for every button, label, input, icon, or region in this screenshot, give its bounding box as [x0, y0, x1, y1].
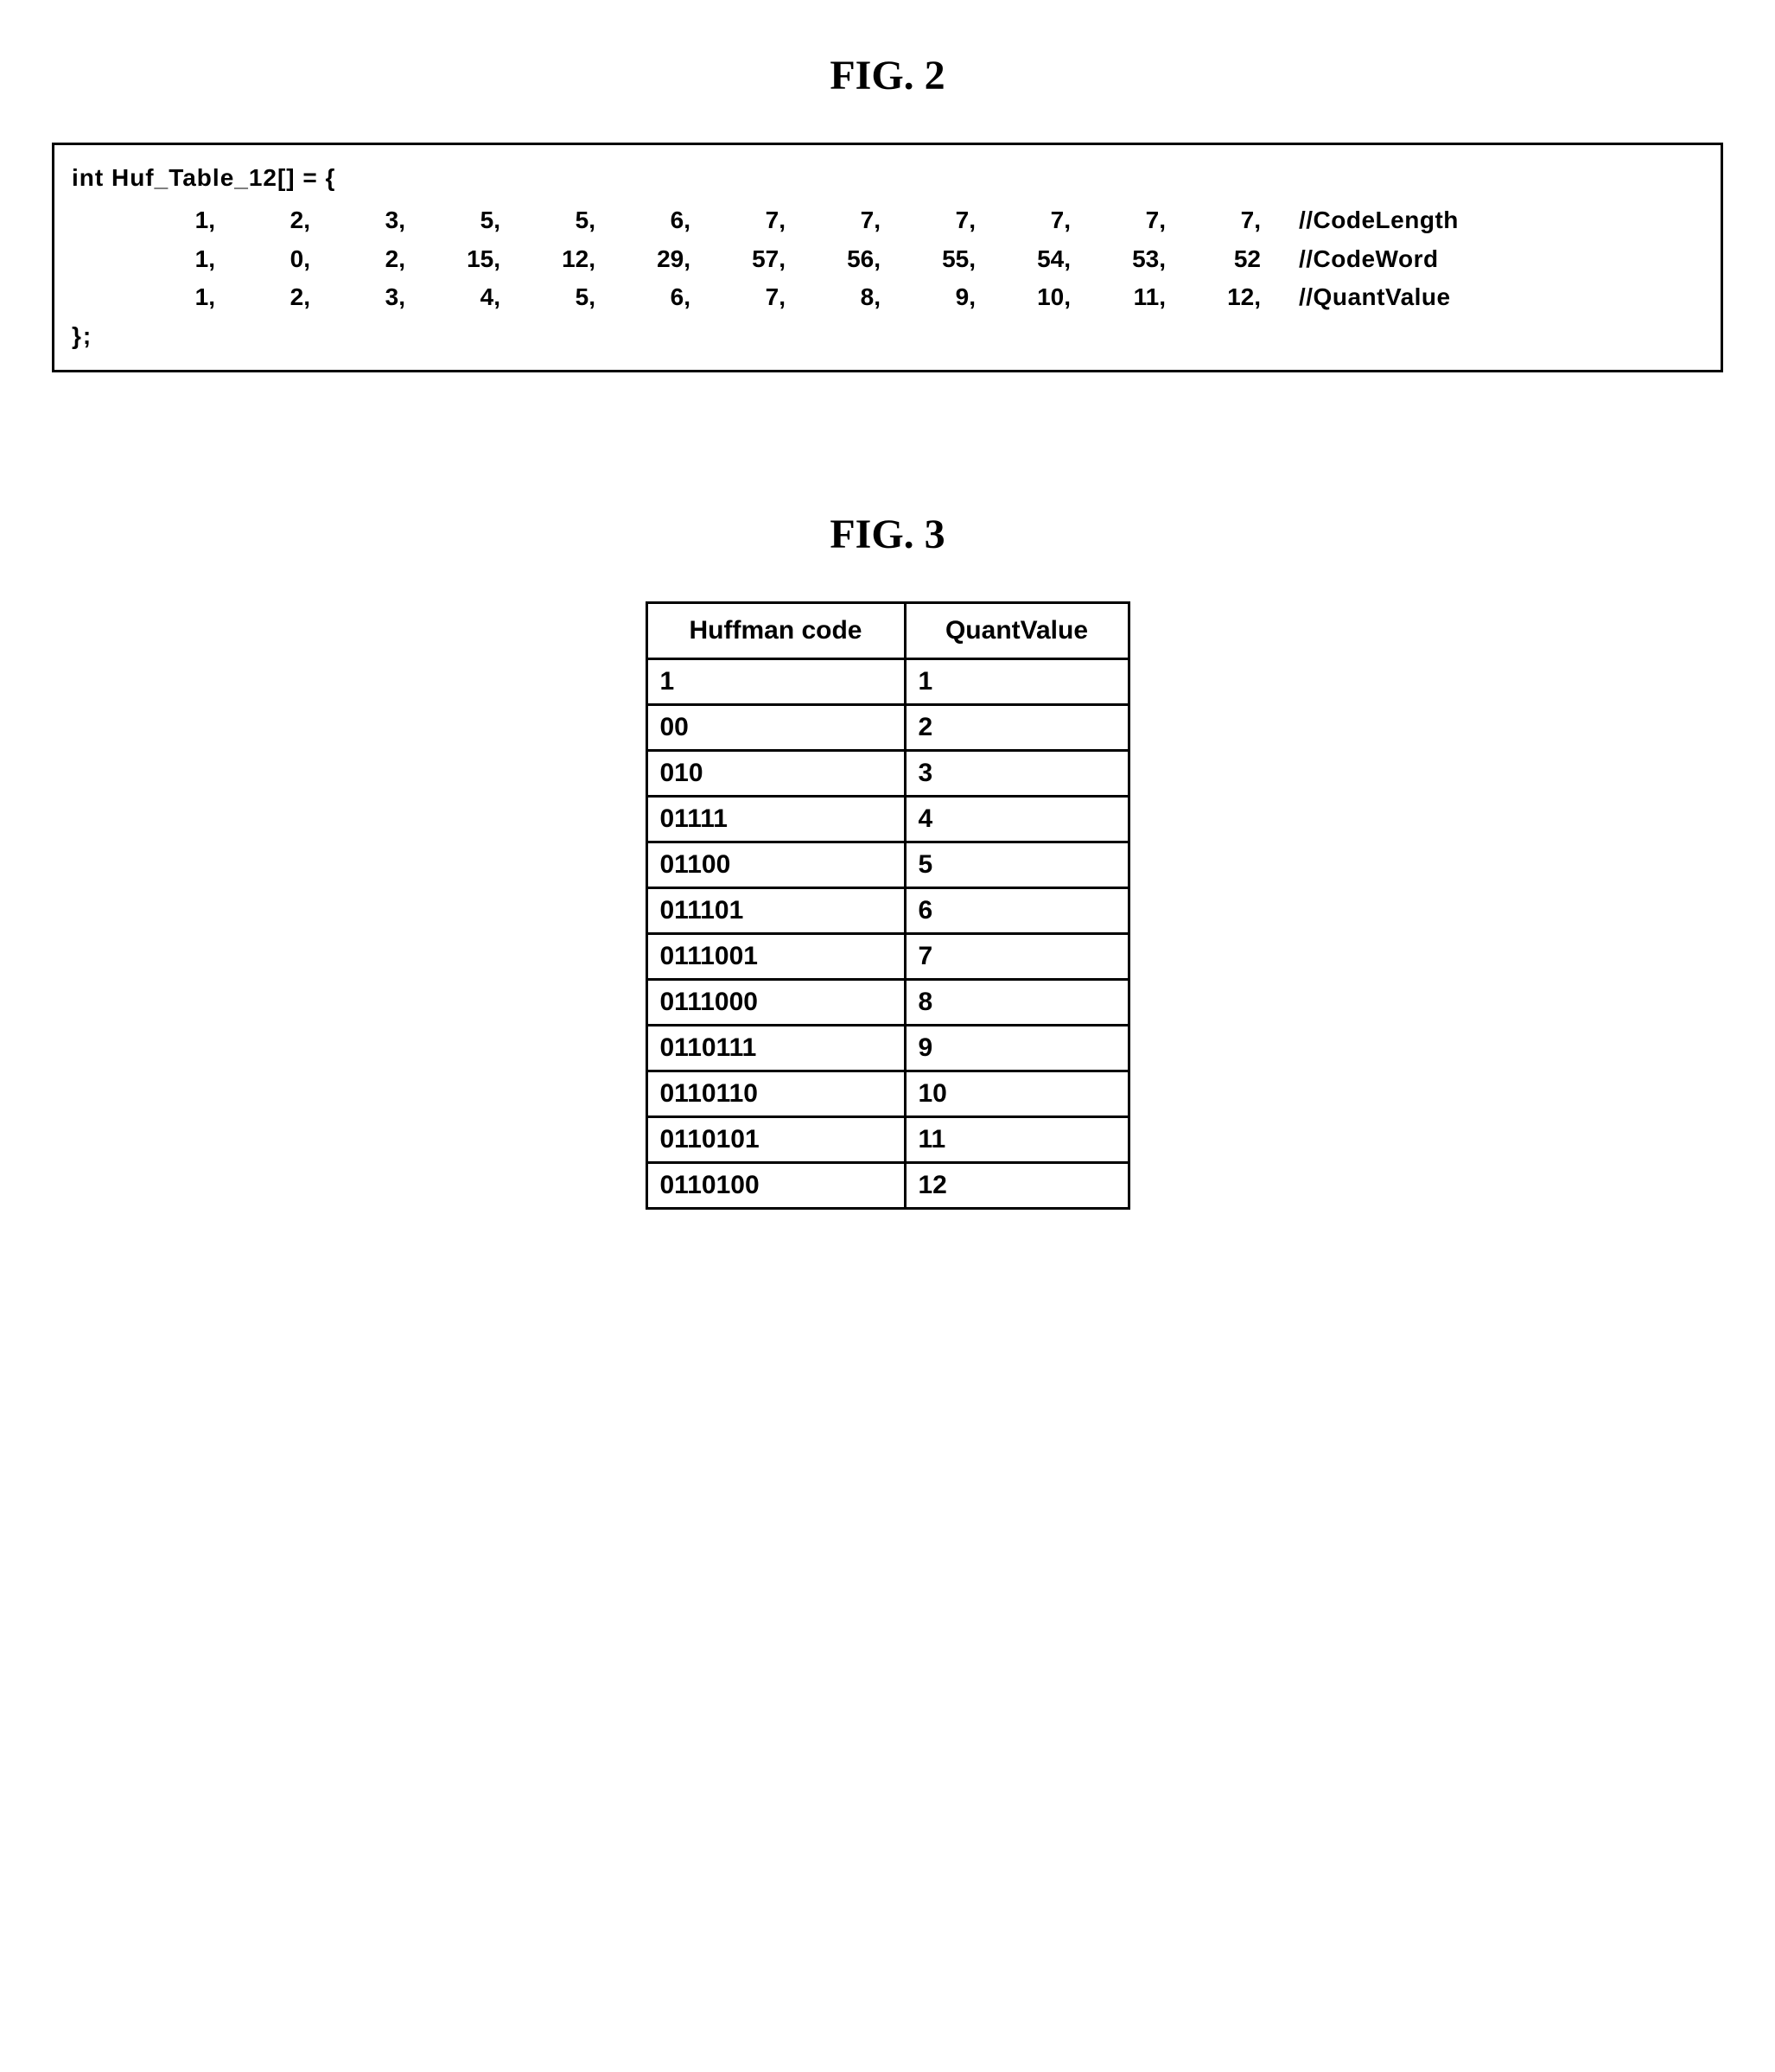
code-cell: 10,	[979, 278, 1074, 317]
code-comment: //QuantValue	[1264, 278, 1451, 317]
code-cell: 2,	[314, 240, 409, 279]
code-cells: 1,2,3,4,5,6,7,8,9,10,11,12,	[124, 278, 1264, 317]
cell-quant-value: 9	[905, 1025, 1129, 1071]
code-cell: 5,	[504, 201, 599, 240]
table-row: 01101119	[646, 1025, 1129, 1071]
code-row: 1,0,2,15,12,29,57,56,55,54,53,52//CodeWo…	[72, 240, 1703, 279]
code-row: 1,2,3,5,5,6,7,7,7,7,7,7,//CodeLength	[72, 201, 1703, 240]
code-cell: 12,	[504, 240, 599, 279]
code-cell: 52	[1169, 240, 1264, 279]
code-cell: 1,	[124, 240, 219, 279]
cell-huffman-code: 010	[646, 750, 905, 796]
cell-huffman-code: 0110101	[646, 1116, 905, 1162]
cell-huffman-code: 1	[646, 658, 905, 704]
table-header-row: Huffman code QuantValue	[646, 602, 1129, 658]
cell-quant-value: 2	[905, 704, 1129, 750]
code-close: };	[72, 317, 1703, 356]
table-row: 0111016	[646, 887, 1129, 933]
cell-quant-value: 10	[905, 1071, 1129, 1116]
code-cell: 56,	[789, 240, 884, 279]
table-row: 11	[646, 658, 1129, 704]
column-header-value: QuantValue	[905, 602, 1129, 658]
table-row: 0103	[646, 750, 1129, 796]
table-row: 01110017	[646, 933, 1129, 979]
cell-huffman-code: 0111000	[646, 979, 905, 1025]
code-cell: 7,	[1169, 201, 1264, 240]
code-cell: 8,	[789, 278, 884, 317]
code-comment: //CodeWord	[1264, 240, 1439, 279]
code-cell: 15,	[409, 240, 504, 279]
code-row: 1,2,3,4,5,6,7,8,9,10,11,12,//QuantValue	[72, 278, 1703, 317]
code-cell: 6,	[599, 201, 694, 240]
code-cell: 5,	[504, 278, 599, 317]
table-row: 011005	[646, 842, 1129, 887]
code-cell: 7,	[694, 278, 789, 317]
code-cell: 29,	[599, 240, 694, 279]
code-cell: 9,	[884, 278, 979, 317]
code-cell: 7,	[1074, 201, 1169, 240]
code-cell: 11,	[1074, 278, 1169, 317]
table-row: 011010012	[646, 1162, 1129, 1208]
table-row: 011010111	[646, 1116, 1129, 1162]
table-row: 011114	[646, 796, 1129, 842]
code-cell: 7,	[979, 201, 1074, 240]
code-cell: 5,	[409, 201, 504, 240]
code-cell: 2,	[219, 278, 314, 317]
code-cells: 1,0,2,15,12,29,57,56,55,54,53,52	[124, 240, 1264, 279]
column-header-code: Huffman code	[646, 602, 905, 658]
code-cell: 2,	[219, 201, 314, 240]
code-cell: 54,	[979, 240, 1074, 279]
cell-quant-value: 7	[905, 933, 1129, 979]
cell-quant-value: 12	[905, 1162, 1129, 1208]
table-row: 011011010	[646, 1071, 1129, 1116]
code-cell: 12,	[1169, 278, 1264, 317]
cell-huffman-code: 011101	[646, 887, 905, 933]
cell-huffman-code: 01111	[646, 796, 905, 842]
cell-quant-value: 3	[905, 750, 1129, 796]
code-cell: 3,	[314, 278, 409, 317]
cell-quant-value: 1	[905, 658, 1129, 704]
cell-huffman-code: 0111001	[646, 933, 905, 979]
code-cell: 57,	[694, 240, 789, 279]
cell-quant-value: 11	[905, 1116, 1129, 1162]
code-cell: 6,	[599, 278, 694, 317]
cell-huffman-code: 0110100	[646, 1162, 905, 1208]
code-cell: 0,	[219, 240, 314, 279]
cell-huffman-code: 0110110	[646, 1071, 905, 1116]
cell-quant-value: 4	[905, 796, 1129, 842]
huffman-table: Huffman code QuantValue 1100201030111140…	[646, 601, 1130, 1210]
table-row: 01110008	[646, 979, 1129, 1025]
code-cell: 7,	[884, 201, 979, 240]
table-row: 002	[646, 704, 1129, 750]
figure-2-title: FIG. 2	[52, 52, 1723, 99]
code-cells: 1,2,3,5,5,6,7,7,7,7,7,7,	[124, 201, 1264, 240]
code-declaration: int Huf_Table_12[] = {	[72, 159, 1703, 198]
code-rows: 1,2,3,5,5,6,7,7,7,7,7,7,//CodeLength1,0,…	[72, 201, 1703, 317]
code-comment: //CodeLength	[1264, 201, 1459, 240]
code-box: int Huf_Table_12[] = { 1,2,3,5,5,6,7,7,7…	[52, 143, 1723, 372]
cell-quant-value: 6	[905, 887, 1129, 933]
figure-3-title: FIG. 3	[52, 511, 1723, 558]
cell-quant-value: 8	[905, 979, 1129, 1025]
code-cell: 4,	[409, 278, 504, 317]
cell-huffman-code: 0110111	[646, 1025, 905, 1071]
cell-quant-value: 5	[905, 842, 1129, 887]
cell-huffman-code: 01100	[646, 842, 905, 887]
code-cell: 1,	[124, 201, 219, 240]
code-cell: 7,	[789, 201, 884, 240]
cell-huffman-code: 00	[646, 704, 905, 750]
code-cell: 55,	[884, 240, 979, 279]
code-cell: 1,	[124, 278, 219, 317]
code-cell: 53,	[1074, 240, 1169, 279]
code-cell: 3,	[314, 201, 409, 240]
code-cell: 7,	[694, 201, 789, 240]
